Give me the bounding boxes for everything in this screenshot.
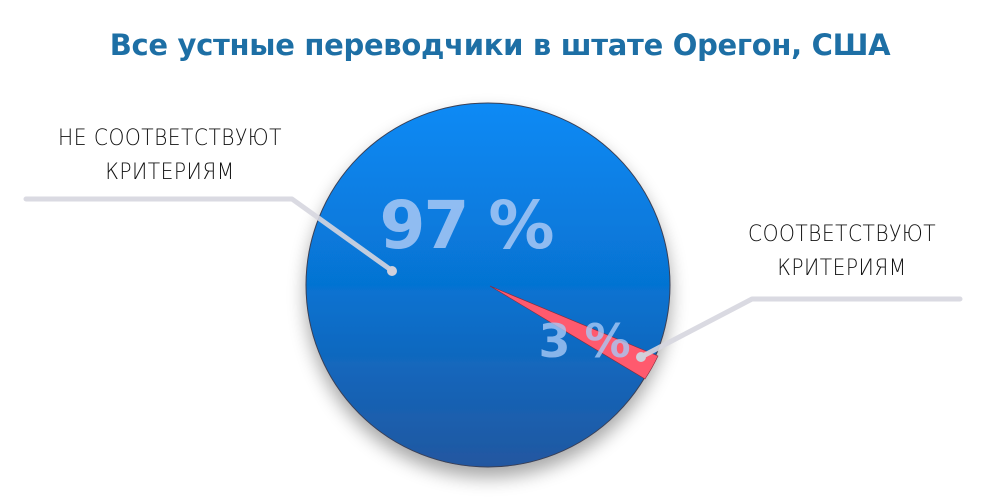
callout-meeting-line2: КРИТЕРИЯМ [777,256,907,281]
leader-dot-left [387,266,397,276]
leader-line-left [23,196,394,273]
percent-label-3: 3 % [538,314,629,368]
leader-dot-right [636,352,646,362]
leader-line-right [638,296,963,360]
callout-not-meeting-line1: НЕ СООТВЕТСТВУЮТ [58,126,282,151]
chart-title: Все устные переводчики в штате Орегон, С… [109,28,891,62]
callout-not-meeting-line2: КРИТЕРИЯМ [105,160,235,185]
callout-meeting-line1: СООТВЕТСТВУЮТ [747,222,937,247]
pie-slice-not-meeting [305,102,671,468]
pie-slice-meeting [489,285,659,380]
callout-meeting: СООТВЕТСТВУЮТ КРИТЕРИЯМ [722,218,961,286]
percent-label-97: 97 % [380,187,554,264]
callout-not-meeting: НЕ СООТВЕТСТВУЮТ КРИТЕРИЯМ [32,122,308,190]
